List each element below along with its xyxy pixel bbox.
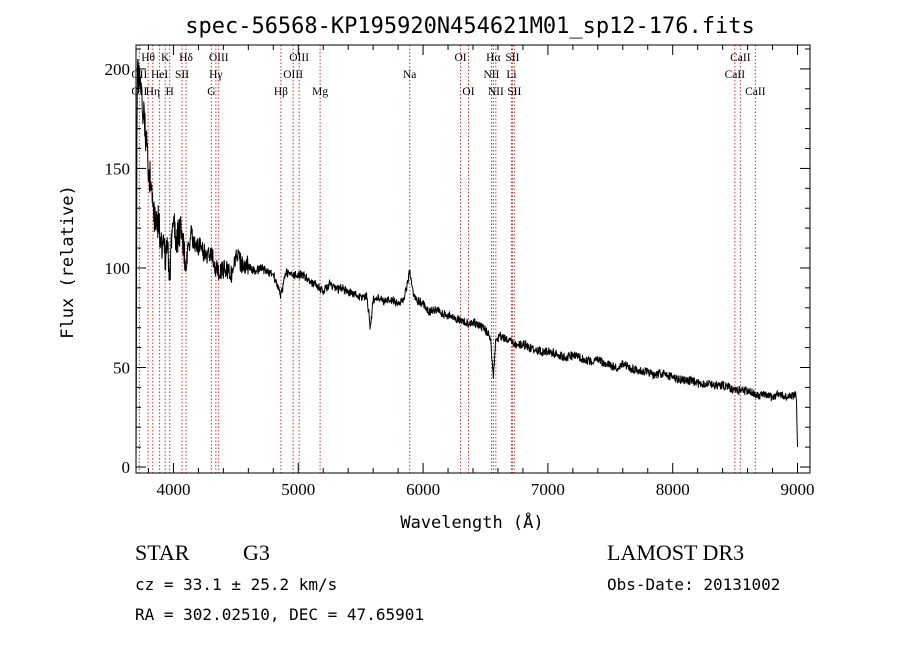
line-marker-label: HeI	[151, 69, 168, 81]
y-tick-label: 200	[105, 60, 131, 79]
line-marker-label: CaII	[725, 69, 746, 81]
line-marker-label: OII	[131, 86, 147, 98]
line-marker-label: Li	[506, 69, 516, 81]
line-marker-label: CaII	[730, 52, 751, 64]
object-class: STAR	[135, 540, 190, 565]
line-marker-label: G	[207, 86, 215, 98]
x-axis-label: Wavelength (Å)	[400, 511, 543, 533]
line-marker-label: Na	[403, 69, 416, 81]
x-tick-label: 7000	[531, 480, 565, 499]
axes-group: 4000 5000 6000 7000 8000 9000 0 50 100 150 200	[105, 44, 815, 499]
survey-name: LAMOST DR3	[607, 540, 744, 565]
line-marker-label: OIII	[209, 52, 229, 64]
line-marker-label: NII	[488, 86, 504, 98]
x-tick-label: 9000	[781, 480, 815, 499]
line-marker-label: SII	[175, 69, 189, 81]
line-marker-label: CaII	[745, 86, 766, 98]
y-axis-label: Flux (relative)	[58, 185, 78, 339]
coordinates: RA = 302.02510, DEC = 47.65901	[135, 605, 424, 624]
spectrum-line	[135, 58, 798, 468]
line-marker-label: OI	[462, 86, 474, 98]
line-marker-label: OIII	[283, 69, 303, 81]
redshift-velocity: cz = 33.1 ± 25.2 km/s	[135, 575, 337, 594]
y-tick-label: 50	[113, 358, 130, 377]
line-marker-label: Hγ	[209, 69, 222, 81]
x-tick-label: 6000	[406, 480, 440, 499]
chart-title: spec-56568-KP195920N454621M01_sp12-176.f…	[185, 14, 755, 39]
line-marker-label: K	[161, 52, 170, 64]
line-marker-label: SII	[505, 52, 519, 64]
line-marker-label: Hα	[486, 52, 500, 64]
line-marker-label: Hδ	[179, 52, 193, 64]
y-tick-label: 0	[122, 458, 131, 477]
object-subclass: G3	[243, 540, 270, 565]
line-marker-label: H	[166, 86, 174, 98]
line-marker-label: SII	[507, 86, 521, 98]
y-tick-label: 100	[105, 259, 131, 278]
spectrum-series	[135, 58, 798, 468]
observation-date: Obs-Date: 20131002	[607, 575, 780, 594]
line-marker-label: OI	[454, 52, 466, 64]
line-marker-label: NII	[483, 69, 499, 81]
x-tick-label: 8000	[656, 480, 690, 499]
line-marker-label: OIII	[289, 52, 309, 64]
line-marker-label: Mg	[312, 86, 328, 98]
line-marker-label: Hη	[146, 86, 160, 98]
x-tick-label: 4000	[156, 480, 190, 499]
line-marker-label: Hβ	[274, 86, 288, 98]
x-tick-label: 5000	[281, 480, 315, 499]
y-tick-label: 150	[105, 159, 131, 178]
line-marker-label: Hθ	[141, 52, 155, 64]
